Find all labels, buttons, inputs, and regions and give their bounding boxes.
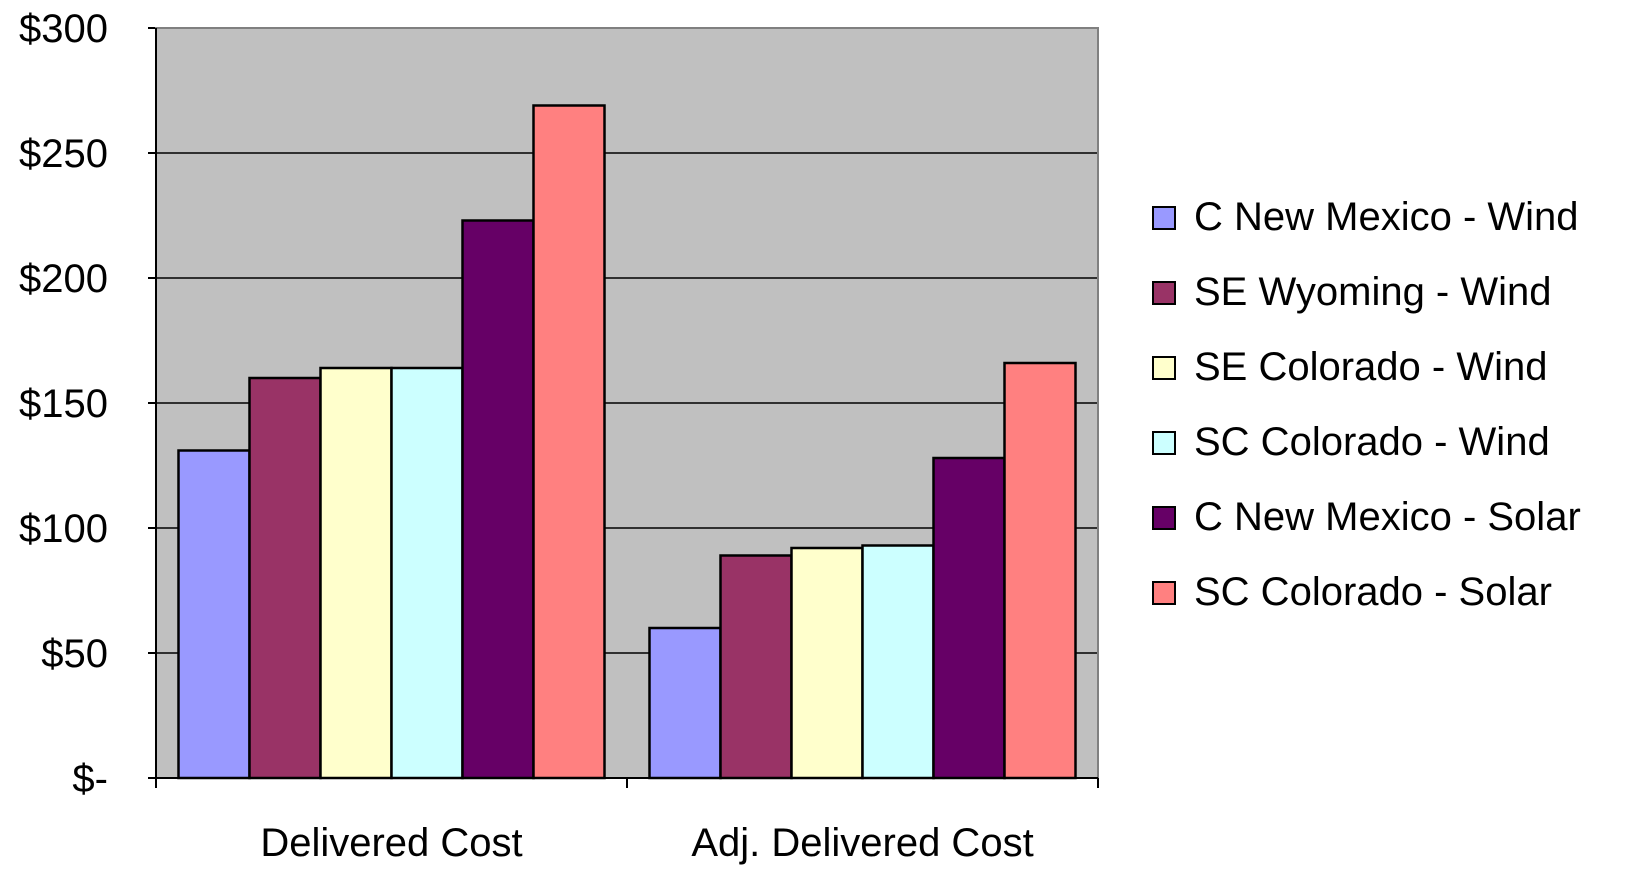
bar [719, 554, 793, 780]
legend-label: C New Mexico - Solar [1194, 495, 1581, 539]
y-tick-label: $- [72, 757, 108, 801]
legend-label: SE Wyoming - Wind [1194, 270, 1552, 314]
bar [461, 219, 535, 780]
legend-label: SE Colorado - Wind [1194, 345, 1548, 389]
legend-label: SC Colorado - Solar [1194, 570, 1552, 614]
bar [932, 456, 1006, 780]
legend: C New Mexico - Wind SE Wyoming - Wind SE C… [1152, 180, 1581, 630]
legend-swatch [1152, 505, 1176, 530]
bar [1003, 361, 1077, 780]
legend-item: SC Colorado - Wind [1152, 405, 1581, 480]
y-tick-label: $100 [19, 507, 108, 551]
axes [148, 27, 1099, 788]
legend-item: SE Wyoming - Wind [1152, 255, 1581, 330]
y-tick-label: $250 [19, 132, 108, 176]
y-tick-label: $150 [19, 382, 108, 426]
y-tick-labels: $- $50 $100 $150 $200 $250 $300 [19, 7, 108, 801]
legend-item: SE Colorado - Wind [1152, 330, 1581, 405]
bar [177, 449, 251, 780]
y-tick-label: $50 [41, 632, 108, 676]
legend-swatch [1152, 355, 1176, 380]
bar [861, 544, 935, 780]
y-tick-label: $200 [19, 257, 108, 301]
y-tick-label: $300 [19, 7, 108, 51]
x-category-label: Delivered Cost [260, 821, 522, 865]
legend-swatch [1152, 580, 1176, 605]
legend-item: SC Colorado - Solar [1152, 555, 1581, 630]
x-tick-labels: Delivered Cost Adj. Delivered Cost [260, 821, 1033, 865]
bar [390, 366, 464, 780]
legend-item: C New Mexico - Solar [1152, 480, 1581, 555]
bars [177, 104, 1077, 780]
x-category-label: Adj. Delivered Cost [691, 821, 1033, 865]
bar [248, 376, 322, 780]
bar [790, 546, 864, 780]
legend-swatch [1152, 205, 1176, 230]
bar [648, 626, 722, 780]
legend-swatch [1152, 280, 1176, 305]
bar [532, 104, 606, 780]
legend-swatch [1152, 430, 1176, 455]
legend-label: SC Colorado - Wind [1194, 420, 1550, 464]
bar [319, 366, 393, 780]
legend-item: C New Mexico - Wind [1152, 180, 1581, 255]
legend-label: C New Mexico - Wind [1194, 195, 1579, 239]
